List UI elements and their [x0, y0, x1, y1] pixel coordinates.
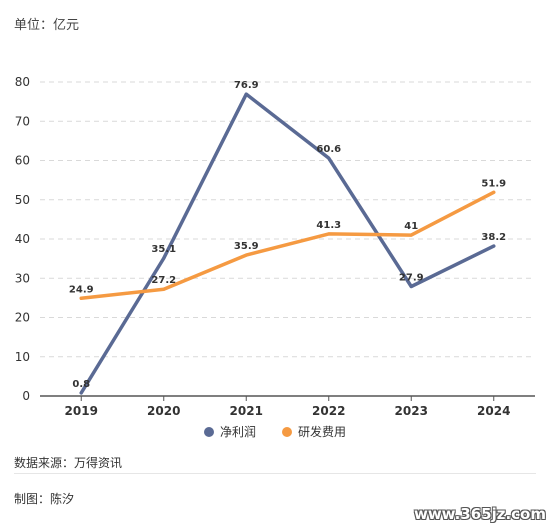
legend-marker-net-profit — [203, 426, 214, 437]
x-tick-label: 2020 — [147, 404, 180, 418]
data-label: 27.2 — [151, 275, 176, 286]
data-point — [244, 253, 248, 257]
data-label: 35.9 — [234, 241, 259, 252]
data-point — [492, 190, 496, 194]
legend-marker-rd-expense — [282, 426, 292, 437]
y-tick-label: 20 — [15, 311, 30, 325]
legend: 净利润 研发费用 — [0, 423, 550, 440]
gridlines — [40, 81, 535, 358]
data-point — [162, 287, 166, 291]
x-tick-label: 2019 — [65, 404, 98, 418]
data-labels: 0.8 35.1 76.9 60.6 27.9 38.2 24.9 27.2 35.9 41.3 4… — [69, 80, 506, 390]
data-point — [492, 244, 496, 248]
legend-item-net-profit[interactable]: 净利润 — [203, 423, 256, 440]
series-line-1 — [79, 190, 496, 301]
data-point — [79, 391, 83, 395]
data-label: 60.6 — [316, 144, 341, 155]
data-label: 41.3 — [316, 220, 341, 231]
data-label: 41 — [404, 221, 418, 232]
divider — [14, 473, 536, 474]
data-label: 51.9 — [481, 178, 506, 189]
y-tick-label: 80 — [15, 75, 30, 89]
x-tick-label: 2021 — [230, 404, 263, 418]
author-note: 制图：陈汐 — [14, 492, 75, 506]
watermark: www.365jz.com — [413, 505, 546, 523]
series-line-0 — [79, 92, 496, 395]
data-point — [244, 92, 248, 96]
y-tick-label: 60 — [15, 154, 30, 168]
series — [79, 92, 496, 395]
legend-label-net-profit: 净利润 — [219, 425, 256, 439]
data-label: 0.8 — [72, 379, 90, 390]
data-point — [162, 256, 166, 260]
data-point — [327, 232, 331, 236]
legend-label-rd-expense: 研发费用 — [298, 425, 347, 439]
y-tick-label: 40 — [15, 232, 30, 246]
data-point — [409, 284, 413, 288]
data-label: 38.2 — [481, 232, 506, 243]
x-tick-label: 2023 — [395, 404, 428, 418]
data-point — [409, 233, 413, 237]
x-tick-label: 2024 — [477, 404, 510, 418]
data-label: 35.1 — [151, 244, 176, 255]
y-tick-label: 0 — [22, 389, 30, 403]
y-tick-label: 10 — [15, 350, 30, 364]
data-point — [79, 296, 83, 300]
source-note: 数据来源：万得资讯 — [14, 456, 123, 470]
line-chart: 0 10 20 30 40 50 60 70 80 2019 2020 2021 2022 2023 202… — [15, 75, 535, 418]
unit-label: 单位：亿元 — [14, 18, 80, 33]
data-label: 76.9 — [234, 80, 259, 91]
x-tick-label: 2022 — [312, 404, 345, 418]
axes: 0 10 20 30 40 50 60 70 80 2019 2020 2021 2022 2023 202… — [15, 75, 535, 418]
y-tick-label: 30 — [15, 271, 30, 285]
data-label: 27.9 — [399, 272, 424, 283]
y-tick-label: 70 — [15, 114, 30, 128]
y-tick-label: 50 — [15, 193, 30, 207]
data-point — [327, 156, 331, 160]
data-label: 24.9 — [69, 284, 94, 295]
legend-item-rd-expense[interactable]: 研发费用 — [282, 423, 346, 440]
